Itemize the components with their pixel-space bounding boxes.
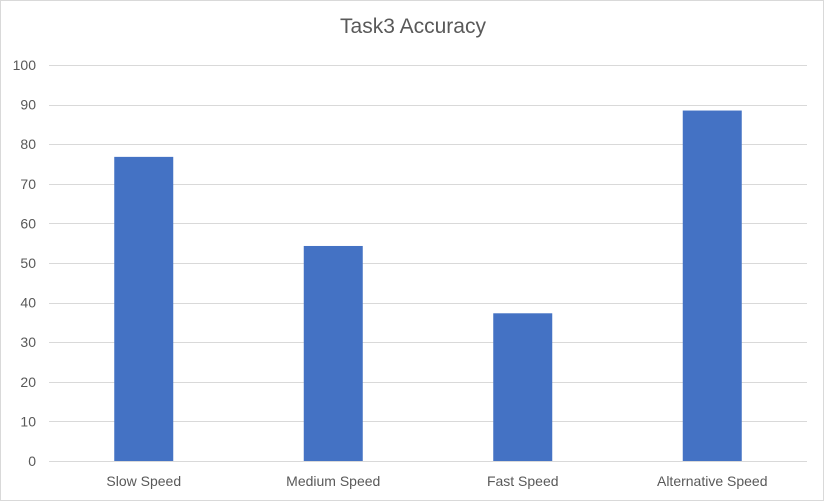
bar: [493, 313, 553, 461]
y-axis-tick-labels: 0 10 20 30 40 50 60 70 80 90 100: [13, 57, 37, 469]
bars: [114, 110, 742, 461]
y-tick-label: 40: [20, 295, 36, 311]
y-tick-label: 100: [13, 57, 37, 73]
x-tick-label: Medium Speed: [286, 473, 380, 489]
y-tick-label: 80: [20, 136, 36, 152]
bar: [303, 245, 363, 461]
y-tick-label: 60: [20, 215, 36, 231]
x-axis-tick-labels: Slow Speed Medium Speed Fast Speed Alternat…: [106, 473, 767, 489]
x-tick-label: Slow Speed: [106, 473, 181, 489]
y-tick-label: 30: [20, 334, 36, 350]
x-tick-label: Alternative Speed: [657, 473, 768, 489]
gridlines: [49, 65, 807, 462]
y-tick-label: 20: [20, 374, 36, 390]
y-tick-label: 70: [20, 176, 36, 192]
bar: [682, 110, 742, 461]
x-tick-label: Fast Speed: [487, 473, 559, 489]
y-tick-label: 90: [20, 97, 36, 113]
bar: [114, 156, 174, 461]
chart-title: Task3 Accuracy: [340, 15, 486, 38]
y-tick-label: 10: [20, 413, 36, 429]
y-tick-label: 0: [28, 453, 36, 469]
y-tick-label: 50: [20, 255, 36, 271]
